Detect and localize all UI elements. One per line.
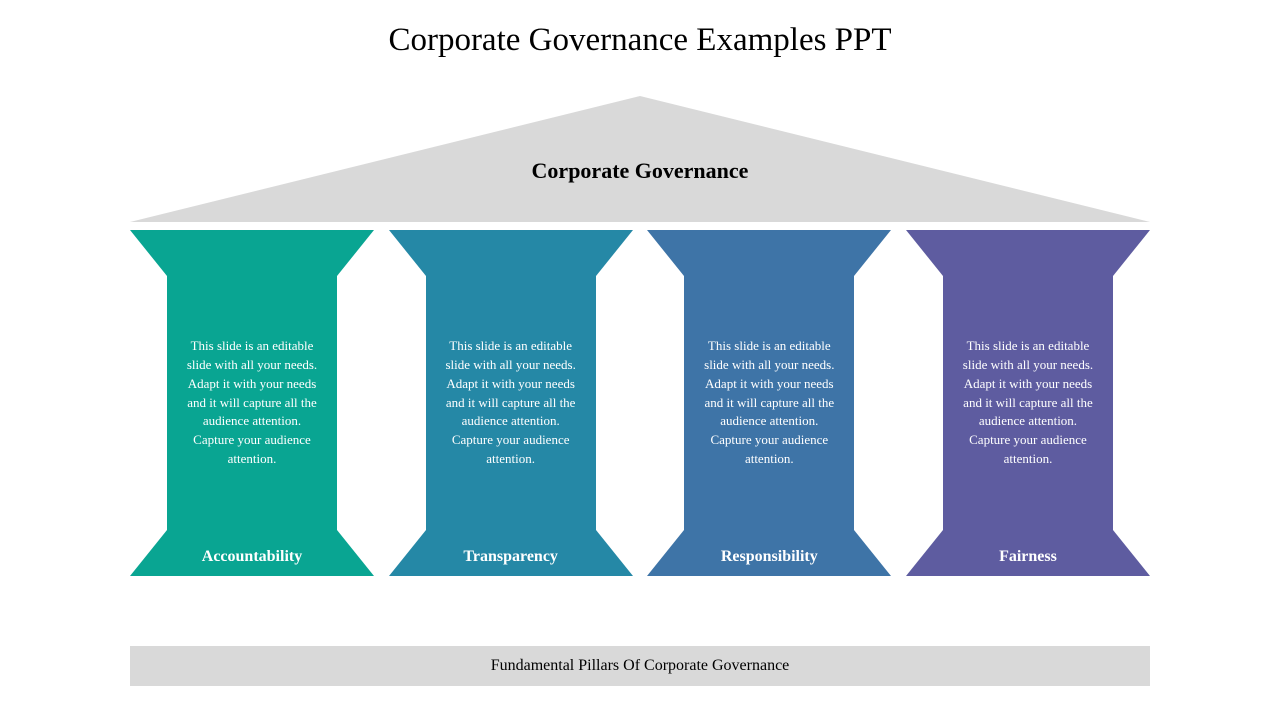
pillar-cap bbox=[647, 230, 891, 276]
pillar-shaft: This slide is an editable slide with all… bbox=[943, 276, 1113, 530]
roof: Corporate Governance bbox=[130, 96, 1150, 226]
pillars-row: This slide is an editable slide with all… bbox=[130, 230, 1150, 576]
pillar-cap bbox=[906, 230, 1150, 276]
pillar-label: Transparency bbox=[389, 530, 633, 576]
pillar-base: Fairness bbox=[906, 530, 1150, 576]
pillar-body: This slide is an editable slide with all… bbox=[181, 337, 323, 469]
foundation-bar: Fundamental Pillars Of Corporate Governa… bbox=[130, 646, 1150, 686]
pillar-body: This slide is an editable slide with all… bbox=[698, 337, 840, 469]
pillar-transparency: This slide is an editable slide with all… bbox=[389, 230, 633, 576]
pillar-shaft: This slide is an editable slide with all… bbox=[167, 276, 337, 530]
pillar-cap bbox=[389, 230, 633, 276]
slide-title: Corporate Governance Examples PPT bbox=[0, 22, 1280, 59]
pillar-responsibility: This slide is an editable slide with all… bbox=[647, 230, 891, 576]
pillar-base: Responsibility bbox=[647, 530, 891, 576]
pillar-body: This slide is an editable slide with all… bbox=[440, 337, 582, 469]
pillar-cap bbox=[130, 230, 374, 276]
foundation-label: Fundamental Pillars Of Corporate Governa… bbox=[491, 657, 790, 675]
pillar-base: Accountability bbox=[130, 530, 374, 576]
pillar-shaft: This slide is an editable slide with all… bbox=[426, 276, 596, 530]
pillar-fairness: This slide is an editable slide with all… bbox=[906, 230, 1150, 576]
slide: Corporate Governance Examples PPT Corpor… bbox=[0, 0, 1280, 720]
pillar-shaft: This slide is an editable slide with all… bbox=[684, 276, 854, 530]
pillar-label: Fairness bbox=[906, 530, 1150, 576]
pillar-base: Transparency bbox=[389, 530, 633, 576]
pillar-label: Responsibility bbox=[647, 530, 891, 576]
roof-label: Corporate Governance bbox=[130, 158, 1150, 184]
pillar-label: Accountability bbox=[130, 530, 374, 576]
pillar-accountability: This slide is an editable slide with all… bbox=[130, 230, 374, 576]
pillar-body: This slide is an editable slide with all… bbox=[957, 337, 1099, 469]
